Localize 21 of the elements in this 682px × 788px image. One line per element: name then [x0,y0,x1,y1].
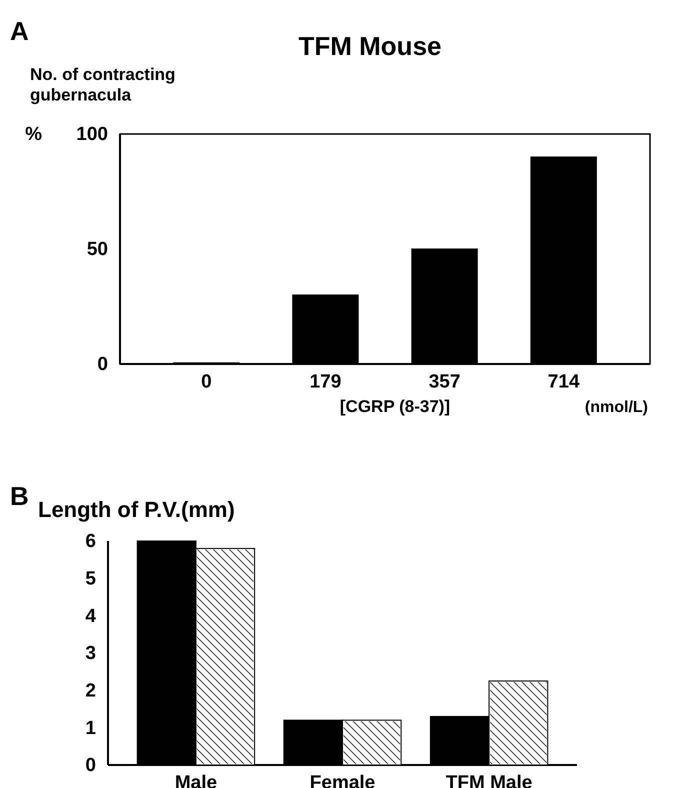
y-axis-title: Length of P.V.(mm) [38,497,235,522]
y-tick-label: 6 [85,531,96,552]
y-tick-label: 4 [85,606,96,627]
y-axis-title: No. of contracting gubernacula [30,65,176,104]
y-tick-label: 5 [85,568,96,590]
text: B [10,481,29,511]
x-tick-label: 714 [548,371,580,392]
x-tick-label: 0 [201,371,212,392]
y-tick-label: 2 [85,680,96,702]
text: A [10,16,29,46]
chart-title: TFM Mouse [298,31,442,61]
x-tick-label: 357 [428,371,460,392]
y-tick-label: 3 [85,643,96,664]
text: % [25,124,42,145]
y-tick-label: 0 [97,354,108,376]
y-tick-label: 100 [76,124,108,146]
y-tick-label: 50 [86,239,108,260]
text: (nmol/L) [584,399,648,416]
x-tick-label: 179 [310,371,342,392]
x-axis-title: [CGRP (8-37)] [340,397,450,416]
y-tick-label: 1 [85,718,96,739]
